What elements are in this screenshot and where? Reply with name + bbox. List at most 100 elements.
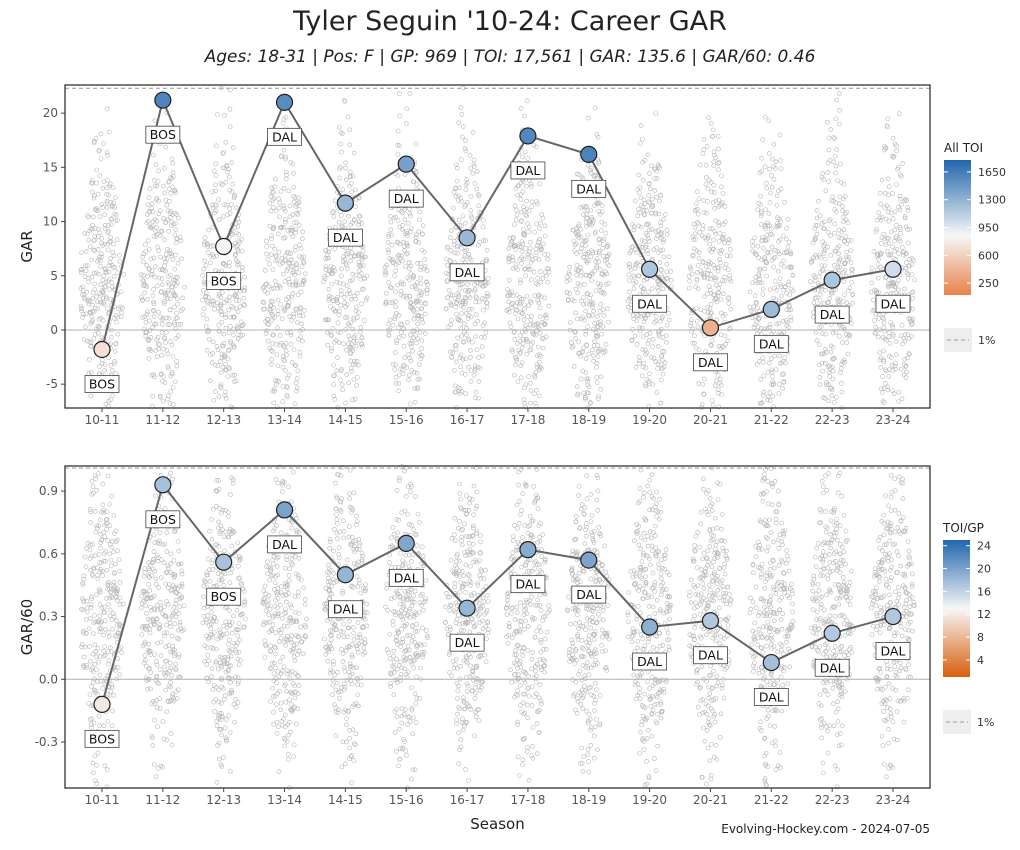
cloud-point <box>152 183 158 189</box>
season-point[interactable] <box>641 260 659 278</box>
cloud-point <box>293 230 298 235</box>
cloud-point <box>173 326 178 332</box>
cloud-point <box>282 279 288 284</box>
cloud-point <box>149 372 155 378</box>
cloud-point <box>108 222 114 228</box>
cloud-point <box>87 357 92 362</box>
cloud-point <box>277 342 283 348</box>
season-point[interactable] <box>701 319 720 337</box>
cloud-point <box>155 244 160 250</box>
cloud-point <box>280 260 285 266</box>
cloud-point <box>297 243 302 248</box>
cloud-point <box>353 308 359 314</box>
cloud-point <box>168 389 174 394</box>
cloud-point <box>341 295 347 301</box>
cloud-point <box>296 195 301 201</box>
season-point[interactable] <box>275 93 294 111</box>
cloud-point <box>223 396 229 401</box>
cloud-point <box>299 321 304 327</box>
cloud-point <box>162 165 167 171</box>
cloud-point <box>236 298 242 303</box>
cloud-point <box>364 295 370 301</box>
cloud-point <box>221 260 226 266</box>
cloud-point <box>205 300 210 306</box>
cloud-point <box>294 210 299 216</box>
cloud-point <box>329 281 335 287</box>
cloud-point <box>158 254 163 260</box>
cloud-point <box>167 401 173 406</box>
cloud-point <box>145 202 151 208</box>
cloud-point <box>268 303 273 309</box>
season-point[interactable] <box>215 237 233 256</box>
cloud-point <box>353 361 359 367</box>
cloud-point <box>85 263 90 268</box>
cloud-point <box>273 253 279 259</box>
cloud-point <box>351 150 357 156</box>
cloud-point <box>267 261 272 267</box>
cloud-point <box>326 286 332 292</box>
cloud-point <box>201 266 207 272</box>
cloud-point <box>87 339 93 345</box>
season-point[interactable] <box>762 300 780 318</box>
cloud-point <box>267 306 273 312</box>
season-point[interactable] <box>519 127 537 145</box>
cloud-point <box>293 307 299 312</box>
cloud-point <box>160 398 166 404</box>
season-point[interactable] <box>397 155 415 173</box>
season-point[interactable] <box>93 340 111 359</box>
cloud-point <box>147 224 153 230</box>
cloud-point <box>213 188 218 194</box>
cloud-point <box>339 273 344 279</box>
cloud-point <box>294 388 299 394</box>
cloud-point <box>213 182 218 188</box>
cloud-point <box>296 270 302 275</box>
cloud-point <box>152 118 158 123</box>
panel-gar60: -0.30.00.30.60.910-11 11-12 12-13 13-14 14-1… <box>18 464 994 833</box>
cloud-point <box>226 365 232 371</box>
cloud-point <box>209 360 215 365</box>
cloud-point <box>182 284 187 290</box>
cloud-point <box>220 214 226 219</box>
chart-subtitle: Ages: 18-31 | Pos: F | GP: 969 | TOI: 17… <box>204 47 816 67</box>
season-point[interactable] <box>458 229 476 247</box>
cloud-point <box>209 202 215 208</box>
y-tick-label: 20 <box>43 106 58 120</box>
cloud-point <box>165 247 170 252</box>
cloud-point <box>302 271 308 277</box>
cloud-point <box>86 237 92 243</box>
team-label-text: DAL <box>759 336 784 351</box>
season-point[interactable] <box>823 271 841 289</box>
cloud-point <box>285 266 291 271</box>
cloud-point <box>348 320 354 325</box>
cloud-point <box>78 267 84 273</box>
cloud-point <box>279 224 285 230</box>
cloud-point <box>170 402 176 407</box>
cloud-point <box>172 266 178 272</box>
cloud-point <box>215 363 221 369</box>
cloud-point <box>231 195 237 201</box>
cloud-point <box>223 315 228 320</box>
season-point[interactable] <box>580 145 598 163</box>
cloud-point <box>272 388 277 394</box>
cloud-point <box>356 310 361 315</box>
x-tick-label: 17-18 <box>510 413 545 427</box>
cloud-point <box>281 206 287 212</box>
cloud-point <box>146 195 152 200</box>
cloud-point <box>344 291 350 297</box>
cloud-point <box>94 326 99 332</box>
season-point[interactable] <box>884 260 902 278</box>
cloud-point <box>108 235 113 240</box>
cloud-point <box>92 281 97 287</box>
cloud-point <box>103 269 109 275</box>
cloud-point <box>165 396 170 402</box>
cloud-point <box>155 179 161 184</box>
season-point[interactable] <box>154 91 172 109</box>
cloud-point <box>281 353 286 359</box>
cloud-point <box>172 232 178 238</box>
cloud-point <box>91 270 97 276</box>
cloud-point <box>89 177 95 183</box>
cloud-point <box>273 176 278 182</box>
cloud-point <box>347 183 352 189</box>
season-point[interactable] <box>336 194 354 212</box>
